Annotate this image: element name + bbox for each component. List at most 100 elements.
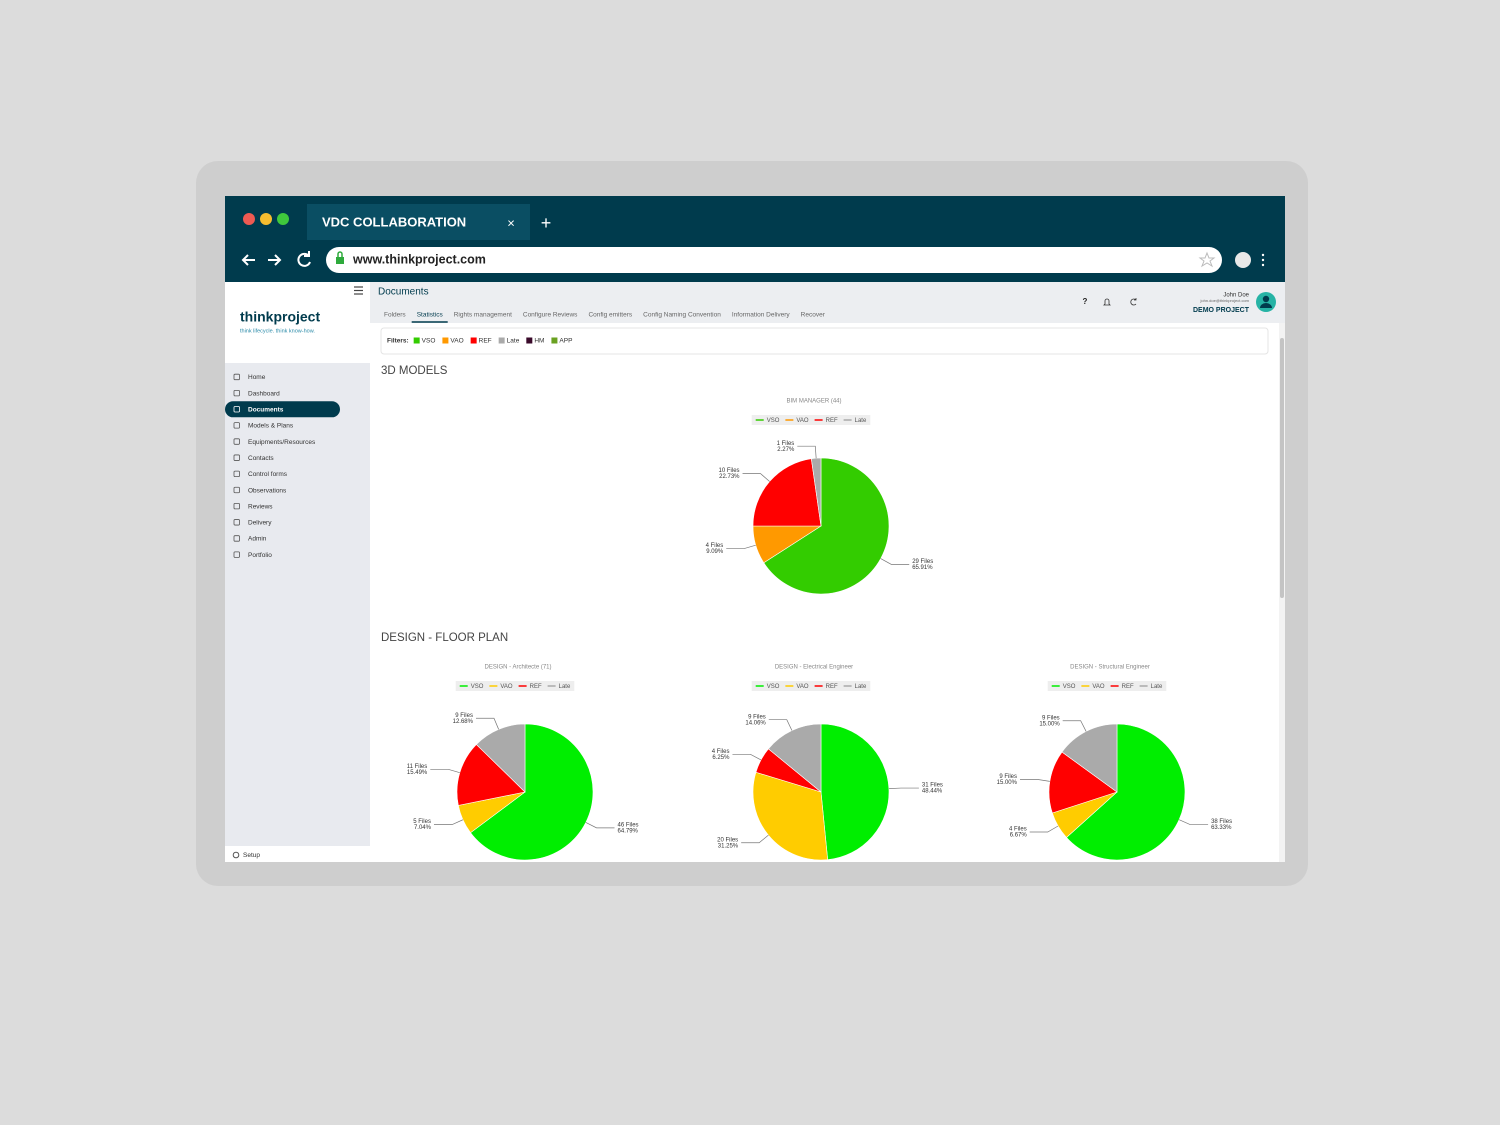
slice-percent: 7.04% (414, 825, 432, 831)
setup-icon (232, 851, 240, 859)
leader-line (768, 719, 793, 731)
nav-item[interactable]: Delivery (248, 520, 272, 527)
nav-item[interactable]: Models & Plans (248, 423, 294, 430)
avatar-head (1262, 295, 1270, 303)
slice-percent: 31.25% (718, 843, 739, 849)
nav-active (225, 401, 340, 418)
tab-title: VDC COLLABORATION (322, 214, 466, 229)
nav-item[interactable]: Contacts (248, 455, 274, 462)
legend-label[interactable]: VSO (471, 684, 484, 690)
chart-legend: VSO VAO REF Late (751, 681, 871, 691)
notifications-button[interactable] (1103, 298, 1111, 306)
legend-label[interactable]: REF (826, 418, 838, 424)
leader-line (732, 753, 762, 761)
nav-item[interactable]: Observations (248, 487, 287, 494)
window-minimize[interactable] (260, 213, 272, 225)
pie-slice[interactable] (475, 723, 526, 793)
legend-label[interactable]: VSO (1063, 684, 1076, 690)
legend-label[interactable]: REF (1122, 684, 1134, 690)
reload-button[interactable] (297, 251, 311, 267)
profile-button[interactable] (1235, 252, 1251, 268)
nav-item[interactable]: Reviews (248, 503, 273, 510)
pie-slice[interactable] (752, 458, 822, 527)
lock-icon (336, 257, 344, 264)
legend-label[interactable]: Late (559, 684, 571, 690)
slice-percent: 9.09% (706, 549, 724, 555)
chart: DESIGN - Electrical Engineer VSO VAO REF Lat… (712, 665, 943, 861)
scrollbar-thumb[interactable] (1280, 338, 1284, 598)
legend-label[interactable]: Late (855, 684, 867, 690)
filter-swatch[interactable] (470, 337, 477, 344)
tab[interactable]: Config emitters (588, 312, 632, 319)
tab[interactable]: Rights management (454, 312, 512, 319)
back-button[interactable] (241, 254, 255, 266)
pie-slice[interactable] (456, 744, 526, 806)
sidebar-toggle[interactable] (354, 286, 363, 295)
slice-count: 4 Files (1009, 827, 1027, 833)
slice-count: 4 Files (712, 749, 730, 755)
nav-item[interactable]: Dashboard (248, 390, 280, 397)
legend-label[interactable]: VAO (796, 418, 809, 424)
nav-item[interactable]: Equipments/Resources (248, 439, 316, 446)
filter-swatch[interactable] (551, 337, 558, 344)
legend-label[interactable]: VSO (767, 684, 780, 690)
forward-button[interactable] (268, 254, 282, 266)
new-tab[interactable]: + (541, 213, 552, 233)
help-button[interactable]: ? (1083, 297, 1088, 306)
nav-item[interactable]: Admin (248, 536, 267, 543)
url-text: www.thinkproject.com (352, 252, 486, 266)
tab[interactable]: Configure Reviews (523, 312, 578, 319)
nav-item[interactable]: Documents (248, 407, 284, 414)
user-email: john.doe@thinkproject.com (1199, 298, 1249, 303)
nav-icon (233, 422, 240, 429)
legend-label[interactable]: REF (530, 684, 542, 690)
legend-label[interactable]: REF (826, 684, 838, 690)
leader-line (888, 787, 919, 790)
legend-label[interactable]: Late (855, 418, 867, 424)
filter-swatch[interactable] (413, 337, 420, 344)
window-maximize[interactable] (277, 213, 289, 225)
filter-name[interactable]: VAO (450, 338, 463, 345)
nav-icon (233, 486, 240, 494)
filter-swatch[interactable] (442, 337, 449, 344)
setup-link[interactable]: Setup (243, 852, 260, 859)
filter-name[interactable]: APP (559, 338, 572, 345)
pie-slice[interactable] (470, 723, 594, 861)
nav-icon (233, 519, 240, 526)
nav-item[interactable]: Control forms (248, 471, 288, 478)
browser-tab[interactable] (307, 204, 530, 240)
filter-name[interactable]: HM (534, 338, 544, 345)
refresh-button[interactable] (1130, 298, 1137, 306)
filter-name[interactable]: Late (507, 338, 520, 345)
filter-swatch[interactable] (498, 337, 505, 344)
legend-label[interactable]: Late (1151, 684, 1163, 690)
pie-slice[interactable] (1048, 751, 1118, 814)
legend-label[interactable]: VAO (796, 684, 809, 690)
legend-label[interactable]: VSO (767, 418, 780, 424)
tab[interactable]: Recover (801, 312, 826, 319)
filter-name[interactable]: REF (479, 338, 492, 345)
tab[interactable]: Information Delivery (732, 312, 791, 319)
tab[interactable]: Folders (384, 312, 406, 319)
bookmark-star[interactable] (1198, 251, 1216, 268)
menu-dots[interactable] (1261, 253, 1265, 267)
pie-slice[interactable] (768, 723, 822, 793)
nav-item[interactable]: Home (248, 374, 266, 381)
pie-slice[interactable] (1061, 723, 1118, 793)
pie-slice[interactable] (763, 457, 890, 595)
url-bar[interactable] (326, 247, 1222, 273)
window-close[interactable] (243, 213, 255, 225)
chart-legend: VSO VAO REF Late (455, 681, 575, 691)
tab[interactable]: Config Naming Convention (643, 312, 721, 319)
legend-label[interactable]: VAO (500, 684, 513, 690)
nav-item[interactable]: Portfolio (248, 552, 272, 559)
legend-box (455, 681, 575, 691)
tab[interactable]: Statistics (417, 312, 444, 319)
filter-name[interactable]: VSO (422, 338, 436, 345)
tab-close[interactable]: × (507, 215, 515, 230)
legend-label[interactable]: VAO (1092, 684, 1105, 690)
leader-line (433, 819, 464, 825)
pie-slice[interactable] (820, 723, 890, 861)
filter-swatch[interactable] (526, 337, 533, 344)
